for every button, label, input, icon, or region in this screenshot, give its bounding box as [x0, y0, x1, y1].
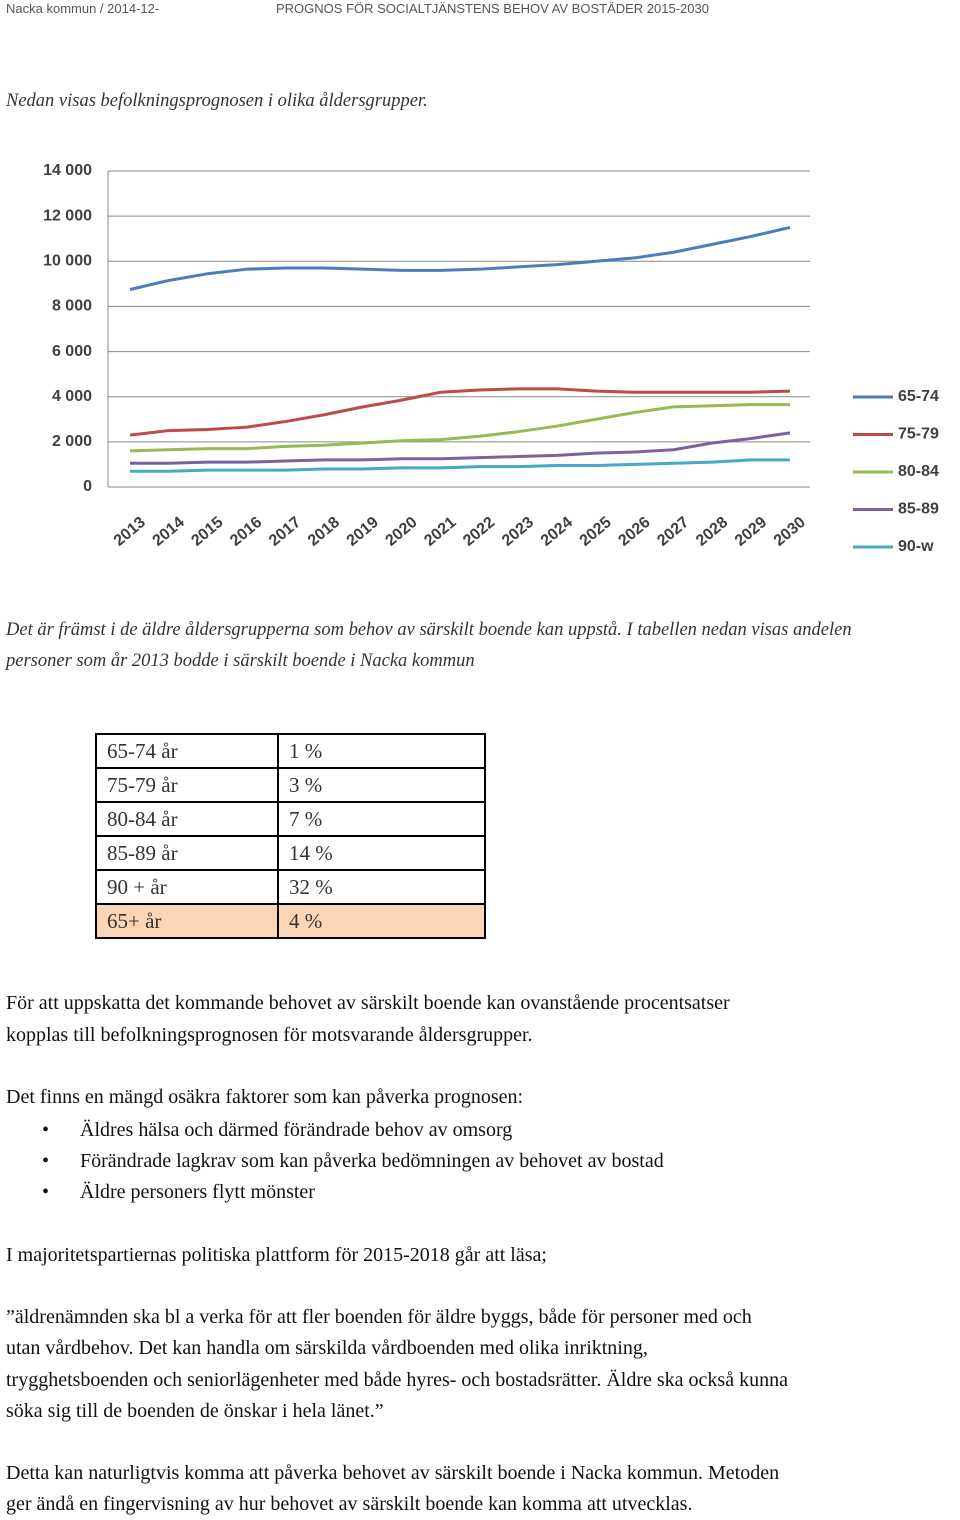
bullet-text: Äldres hälsa och därmed förändrade behov…	[80, 1119, 513, 1141]
text-line: Detta kan naturligtvis komma att påverka…	[6, 1462, 780, 1484]
x-tick-label: 2022	[460, 514, 498, 550]
text-line: personer som år 2013 bodde i särskilt bo…	[6, 651, 475, 671]
x-tick-label: 2015	[188, 514, 226, 550]
bullet: •	[42, 1119, 50, 1141]
bullet: •	[42, 1181, 50, 1203]
series-line	[130, 431, 791, 465]
legend-label: 85-89	[898, 501, 939, 518]
x-tick-label: 2028	[693, 514, 731, 550]
x-tick-label: 2021	[421, 514, 459, 550]
bullet-text: Äldre personers flytt mönster	[80, 1181, 315, 1203]
table-cell: 75-79 år	[95, 767, 279, 803]
text-line: ger ändå en fingervisning av hur behovet…	[6, 1493, 693, 1515]
x-tick-label: 2023	[499, 514, 537, 550]
y-tick-label: 2 000	[52, 433, 92, 450]
legend-label: 80-84	[898, 463, 939, 480]
y-tick-label: 6 000	[52, 343, 92, 360]
y-tick-label: 8 000	[52, 298, 92, 315]
y-tick-label: 0	[83, 478, 92, 495]
x-tick-label: 2017	[266, 514, 304, 550]
bullet-text: Förändrade lagkrav som kan påverka bedöm…	[80, 1150, 664, 1172]
table-cell: 80-84 år	[95, 801, 279, 837]
x-tick-label: 2029	[732, 514, 770, 550]
x-tick-label: 2030	[771, 514, 809, 550]
text-line: trygghetsboenden och seniorlägenheter me…	[6, 1369, 788, 1391]
series-line	[129, 387, 791, 437]
x-tick-label: 2019	[344, 514, 382, 550]
series-line	[130, 458, 790, 473]
table-cell: 4 %	[277, 903, 486, 939]
x-tick-label: 2027	[654, 514, 692, 550]
text-line: I majoritetspartiernas politiska plattfo…	[6, 1244, 547, 1266]
table-cell: 1 %	[277, 733, 486, 769]
intro: Nedan visas befolkningsprognosen i olika…	[6, 91, 428, 111]
table-cell: 65-74 år	[95, 733, 279, 769]
table-cell: 32 %	[277, 869, 486, 905]
x-tick-label: 2025	[577, 514, 615, 550]
table-cell: 90 + år	[95, 869, 279, 905]
legend-label: 75-79	[898, 426, 939, 443]
x-tick-label: 2018	[305, 514, 343, 550]
text-line: Det finns en mängd osäkra faktorer som k…	[6, 1086, 524, 1108]
legend-label: 65-74	[898, 388, 939, 405]
y-tick-label: 10 000	[43, 253, 92, 270]
x-tick-label: 2024	[538, 514, 576, 550]
text-line: utan vårdbehov. Det kan handla om särski…	[6, 1337, 648, 1359]
chart: 0 2 000 4 000 6 000 8 000 10 000 12 000 14 000 2…	[43, 162, 939, 555]
y-tick-label: 4 000	[52, 388, 92, 405]
header-left: Nacka kommun / 2014-12-	[6, 1, 160, 16]
text-line: kopplas till befolkningsprognosen för mo…	[6, 1024, 533, 1046]
y-tick-label: 12 000	[43, 207, 92, 224]
x-tick-label: 2026	[615, 514, 653, 550]
x-tick-label: 2016	[227, 514, 265, 550]
table-cell: 14 %	[277, 835, 486, 871]
text-line: Det är främst i de äldre åldersgrupperna…	[6, 620, 852, 640]
table-cell: 85-89 år	[95, 835, 279, 871]
legend-label: 90-w	[898, 538, 934, 555]
text-line: söka sig till de boenden de önskar i hel…	[6, 1400, 384, 1422]
table-cell: 7 %	[277, 801, 486, 837]
series-line	[129, 403, 790, 453]
x-tick-label: 2013	[111, 514, 149, 550]
table-cell: 3 %	[277, 767, 486, 803]
header-right: PROGNOS FÖR SOCIALTJÄNSTENS BEHOV AV BOS…	[276, 1, 709, 16]
x-tick-label: 2020	[382, 514, 420, 550]
text-line: För att uppskatta det kommande behovet a…	[6, 992, 730, 1014]
table-cell: 65+ år	[95, 903, 279, 939]
bullet: •	[42, 1150, 50, 1172]
x-tick-label: 2014	[150, 514, 188, 550]
series-line	[129, 225, 791, 291]
text-line: ”äldrenämnden ska bl a verka för att fle…	[6, 1306, 752, 1328]
y-tick-label: 14 000	[43, 162, 92, 179]
